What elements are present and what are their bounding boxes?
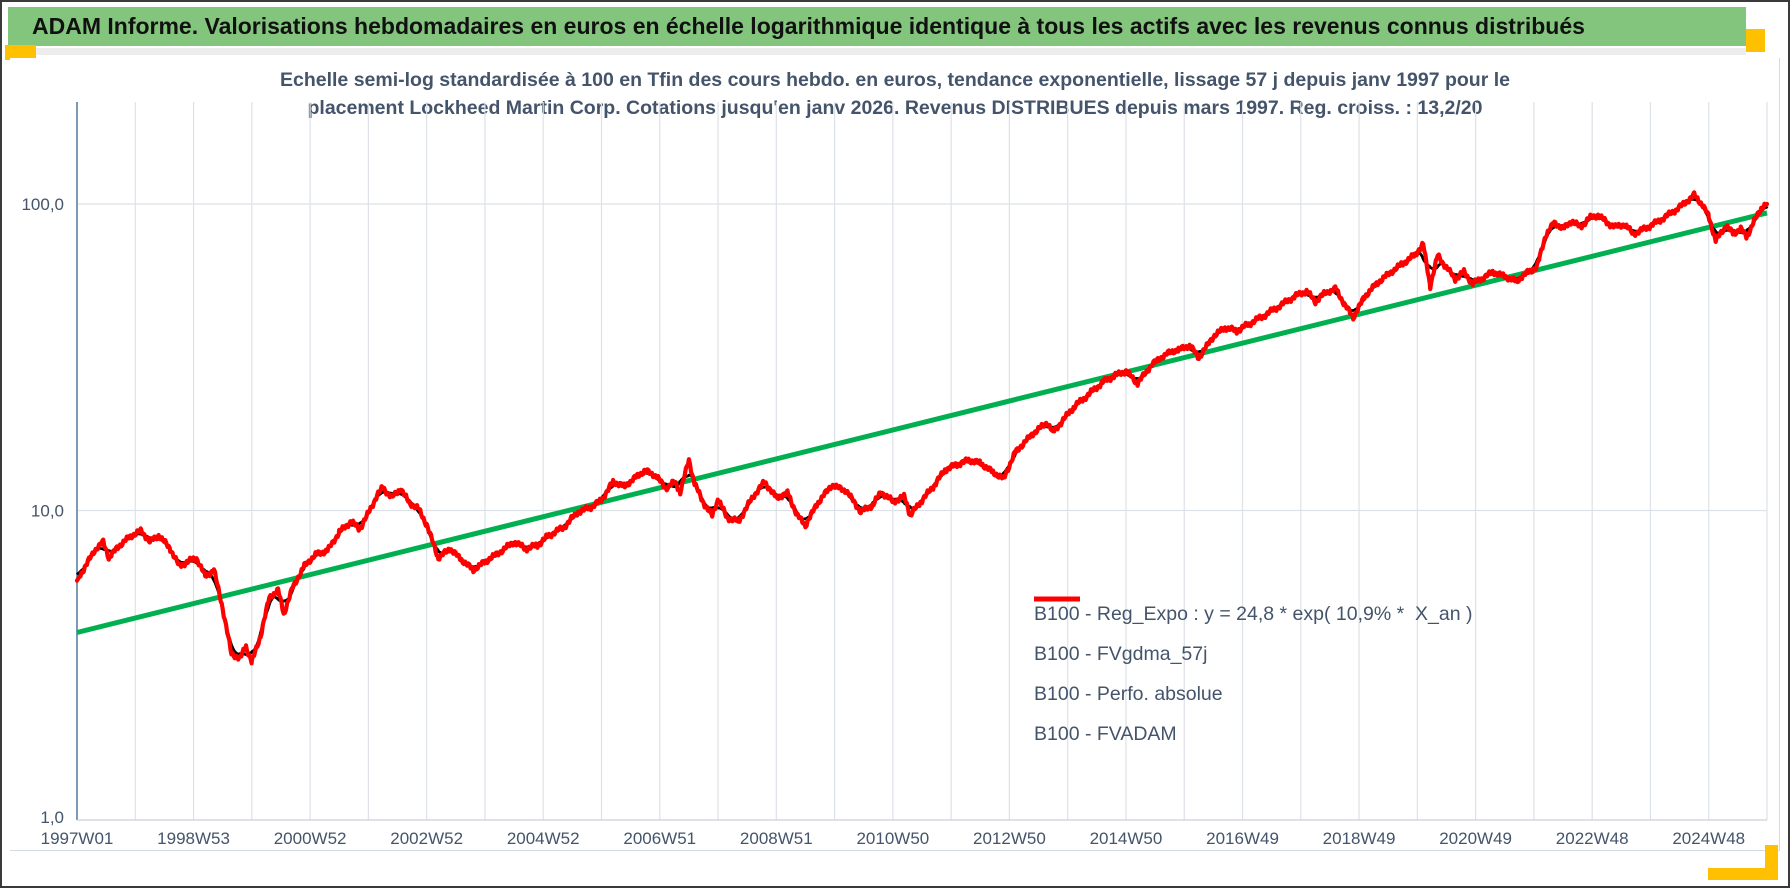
chart-frame: [10, 58, 1780, 851]
red-thick-line-icon: [1034, 596, 1080, 602]
chart-legend: B100 - Reg_Expo : y = 24,8 * exp( 10,9% …: [1034, 594, 1472, 754]
legend-label: B100 - FVgdma_57j: [1034, 642, 1208, 665]
series-fvgdma-57j[interactable]: [76, 197, 1769, 656]
y-axis-tick-label: 10,0: [31, 502, 64, 521]
legend-item-perfo-absolue[interactable]: B100 - Perfo. absolue: [1034, 598, 1472, 714]
chart-title-line1: Echelle semi-log standardisée à 100 en T…: [279, 69, 1510, 91]
y-axis-tick-label: 100,0: [21, 195, 64, 214]
legend-item-fvadam[interactable]: B100 - FVADAM: [1034, 596, 1472, 754]
series-reg-expo-trendline[interactable]: [76, 210, 1768, 635]
gold-marker-bottom-right-horizontal: [1708, 868, 1778, 880]
x-axis-tick-label: 2000W52: [274, 829, 347, 848]
x-axis-tick-label: 2020W49: [1439, 829, 1512, 848]
legend-label: B100 - Reg_Expo : y = 24,8 * exp( 10,9% …: [1034, 602, 1473, 625]
report-header-bar: ADAM Informe. Valorisations hebdomadaire…: [8, 7, 1746, 46]
gold-marker-top-right: [1746, 29, 1765, 52]
x-axis-tick-label: 1997W01: [41, 829, 114, 848]
series-fvadam[interactable]: [74, 190, 1770, 666]
x-axis-tick-label: 2016W49: [1206, 829, 1279, 848]
x-axis-tick-label: 2022W48: [1556, 829, 1629, 848]
gold-marker-left: [5, 45, 36, 60]
x-axis-tick-label: 2024W48: [1672, 829, 1745, 848]
x-axis-tick-label: 2012W50: [973, 829, 1046, 848]
series-perfo-absolue[interactable]: [76, 194, 1768, 665]
x-axis-tick-label: 2010W50: [856, 829, 929, 848]
x-axis-tick-label: 2004W52: [507, 829, 580, 848]
legend-item-fvgdma[interactable]: B100 - FVgdma_57j: [1034, 597, 1472, 674]
x-axis-tick-label: 1998W53: [157, 829, 230, 848]
x-axis-tick-label: 2006W51: [623, 829, 696, 848]
x-axis-tick-label: 2018W49: [1323, 829, 1396, 848]
legend-label: B100 - FVADAM: [1034, 722, 1177, 745]
legend-label: B100 - Perfo. absolue: [1034, 682, 1223, 705]
x-axis-tick-label: 2014W50: [1090, 829, 1163, 848]
header-divider-strip: [36, 48, 1746, 55]
x-axis-tick-label: 2002W52: [390, 829, 463, 848]
y-axis-tick-label: 1,0: [40, 808, 64, 827]
x-axis-tick-label: 2008W51: [740, 829, 813, 848]
report-title: ADAM Informe. Valorisations hebdomadaire…: [32, 13, 1585, 39]
legend-item-reg-expo[interactable]: B100 - Reg_Expo : y = 24,8 * exp( 10,9% …: [1034, 594, 1472, 634]
